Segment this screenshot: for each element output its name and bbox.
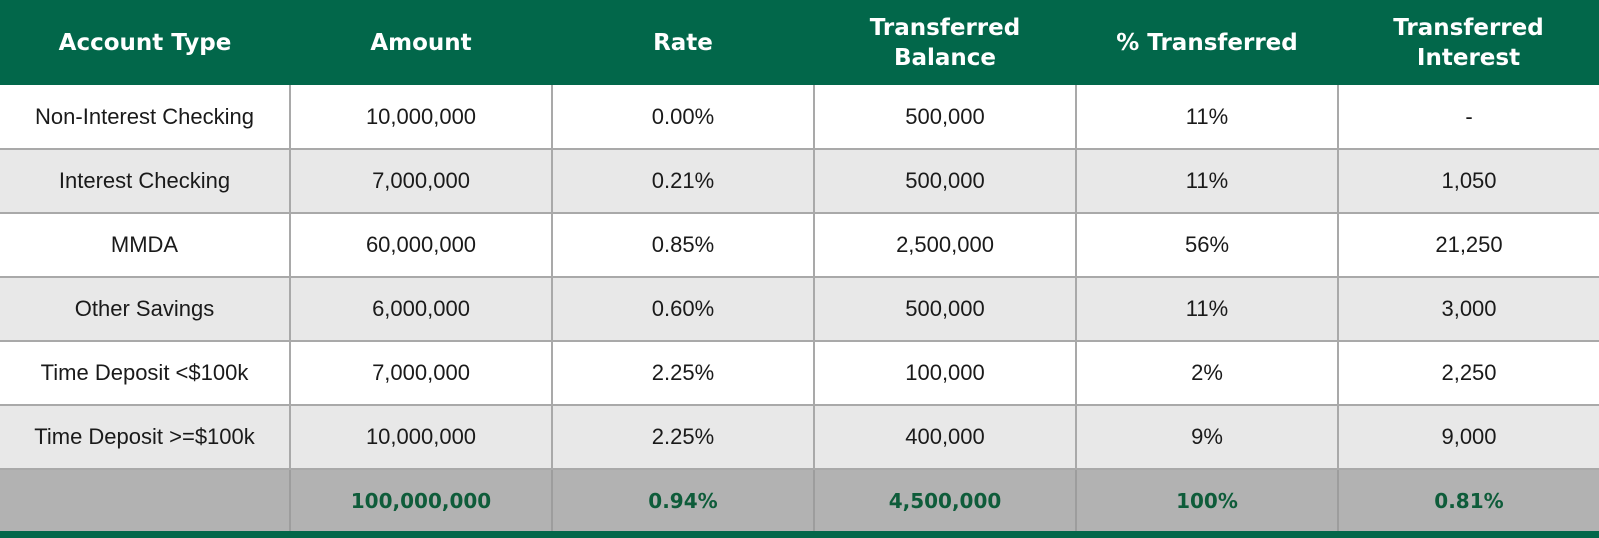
total-percent-transferred: 100%: [1075, 469, 1338, 532]
cell-account-type: Interest Checking: [0, 149, 290, 214]
cell-rate: 0.00%: [551, 85, 814, 150]
cell-transferred-interest: -: [1337, 85, 1599, 150]
bottom-accent-bar: [0, 531, 1599, 538]
cell-percent-transferred: 11%: [1075, 277, 1338, 342]
cell-rate: 0.60%: [551, 277, 814, 342]
table-body: Non-Interest Checking 10,000,000 0.00% 5…: [0, 85, 1599, 470]
cell-transferred-balance: 500,000: [813, 85, 1076, 150]
cell-percent-transferred: 56%: [1075, 213, 1338, 278]
cell-rate: 2.25%: [551, 341, 814, 406]
cell-percent-transferred: 11%: [1075, 149, 1338, 214]
total-row: 100,000,000 0.94% 4,500,000 100% 0.81%: [0, 469, 1599, 532]
total-transferred-interest: 0.81%: [1337, 469, 1599, 532]
cell-transferred-interest: 21,250: [1337, 213, 1599, 278]
total-amount: 100,000,000: [289, 469, 552, 532]
header-account-type: Account Type: [58, 29, 232, 56]
header-rate: Rate: [653, 29, 713, 56]
total-label-cell: [0, 469, 290, 532]
table-row: Interest Checking 7,000,000 0.21% 500,00…: [0, 149, 1599, 214]
cell-transferred-balance: 400,000: [813, 405, 1076, 470]
table-row: Non-Interest Checking 10,000,000 0.00% 5…: [0, 85, 1599, 150]
cell-percent-transferred: 9%: [1075, 405, 1338, 470]
cell-amount: 6,000,000: [289, 277, 552, 342]
cell-transferred-interest: 3,000: [1337, 277, 1599, 342]
total-rate: 0.94%: [551, 469, 814, 532]
cell-transferred-balance: 500,000: [813, 149, 1076, 214]
cell-transferred-balance: 100,000: [813, 341, 1076, 406]
cell-transferred-interest: 2,250: [1337, 341, 1599, 406]
header-row: Account Type Amount Rate Transferred Bal…: [0, 0, 1599, 85]
cell-account-type: Non-Interest Checking: [0, 85, 290, 150]
cell-transferred-interest: 9,000: [1337, 405, 1599, 470]
cell-amount: 10,000,000: [289, 405, 552, 470]
table-row: Other Savings 6,000,000 0.60% 500,000 11…: [0, 277, 1599, 342]
cell-percent-transferred: 2%: [1075, 341, 1338, 406]
header-percent-transferred: % Transferred: [1116, 29, 1298, 56]
cell-account-type: Time Deposit >=$100k: [0, 405, 290, 470]
cell-transferred-balance: 2,500,000: [813, 213, 1076, 278]
table-row: Time Deposit <$100k 7,000,000 2.25% 100,…: [0, 341, 1599, 406]
cell-amount: 10,000,000: [289, 85, 552, 150]
cell-rate: 2.25%: [551, 405, 814, 470]
header-amount: Amount: [370, 29, 472, 56]
cell-percent-transferred: 11%: [1075, 85, 1338, 150]
table-row: Time Deposit >=$100k 10,000,000 2.25% 40…: [0, 405, 1599, 470]
header-transferred-interest: Transferred Interest: [1393, 14, 1544, 71]
header-transferred-balance: Transferred Balance: [869, 14, 1021, 71]
table-row: MMDA 60,000,000 0.85% 2,500,000 56% 21,2…: [0, 213, 1599, 278]
cell-transferred-interest: 1,050: [1337, 149, 1599, 214]
cell-amount: 7,000,000: [289, 341, 552, 406]
cell-account-type: Other Savings: [0, 277, 290, 342]
cell-amount: 60,000,000: [289, 213, 552, 278]
cell-account-type: Time Deposit <$100k: [0, 341, 290, 406]
cell-rate: 0.21%: [551, 149, 814, 214]
cell-account-type: MMDA: [0, 213, 290, 278]
total-transferred-balance: 4,500,000: [813, 469, 1076, 532]
cell-transferred-balance: 500,000: [813, 277, 1076, 342]
table-footer: 100,000,000 0.94% 4,500,000 100% 0.81%: [0, 469, 1599, 532]
cell-amount: 7,000,000: [289, 149, 552, 214]
table-header: Account Type Amount Rate Transferred Bal…: [0, 0, 1599, 85]
cell-rate: 0.85%: [551, 213, 814, 278]
